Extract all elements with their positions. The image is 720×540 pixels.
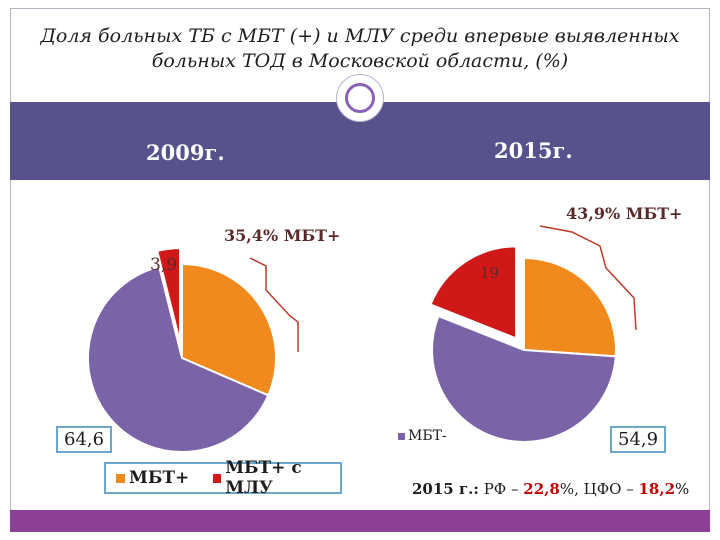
slice-label-mdr-2009: 3,9 <box>150 255 178 275</box>
pie-2009 <box>87 247 277 453</box>
footer-rf: РФ – <box>483 480 524 498</box>
bracket-2015 <box>539 225 637 331</box>
pie-2015-slice-2 <box>429 245 518 340</box>
pie-2015-slice-1 <box>523 256 617 358</box>
footer-prefix: 2015 г.: <box>412 480 479 498</box>
pie-2015-slice-0 <box>431 314 617 443</box>
footer-mid: %, ЦФО – <box>559 480 639 498</box>
slide-title: Доля больных ТБ с МБТ (+) и МЛУ среди вп… <box>40 25 680 72</box>
slice-label-mbt-minus-2009: 64,6 <box>56 426 113 453</box>
footer-note: 2015 г.: РФ – 22,8%, ЦФО – 18,2% <box>412 480 689 498</box>
bottom-band <box>10 510 710 532</box>
swatch-orange <box>116 473 125 483</box>
decorative-circle-icon <box>336 74 384 122</box>
legend-label-mbt-plus: МБТ+ <box>129 468 190 488</box>
slice-label-mdr-2015: 19 <box>480 264 500 282</box>
footer-cfo-value: 18,2 <box>638 480 676 498</box>
footer-suffix: % <box>675 480 690 498</box>
bracket-2009 <box>249 257 299 352</box>
legend-item-mdr: МБТ+ с МЛУ <box>213 458 340 498</box>
inner-ring-icon <box>345 83 375 113</box>
slice-label-mbt-minus-2015: 54,9 <box>610 426 667 453</box>
annotation-2009: 35,4% МБТ+ <box>224 226 341 245</box>
year-2015-label: 2015г. <box>494 138 573 163</box>
annotation-2015: 43,9% МБТ+ <box>566 204 683 223</box>
swatch-purple <box>398 432 405 440</box>
year-2009-label: 2009г. <box>146 140 225 165</box>
pie-2009-slice-1 <box>181 262 277 397</box>
legend-2009: МБТ+ МБТ+ с МЛУ <box>104 458 342 498</box>
legend-label-mdr: МБТ+ с МЛУ <box>225 458 302 498</box>
pie-2009-slice-2 <box>156 247 182 343</box>
legend-2015: МБТ- <box>398 428 447 444</box>
pie-2015 <box>429 245 617 443</box>
legend-label-mbt-minus: МБТ- <box>408 428 447 444</box>
swatch-red <box>213 473 222 483</box>
pie-2009-slice-0 <box>87 265 270 453</box>
footer-rf-value: 22,8 <box>523 480 560 498</box>
legend-item-mbt-plus: МБТ+ <box>116 468 189 488</box>
